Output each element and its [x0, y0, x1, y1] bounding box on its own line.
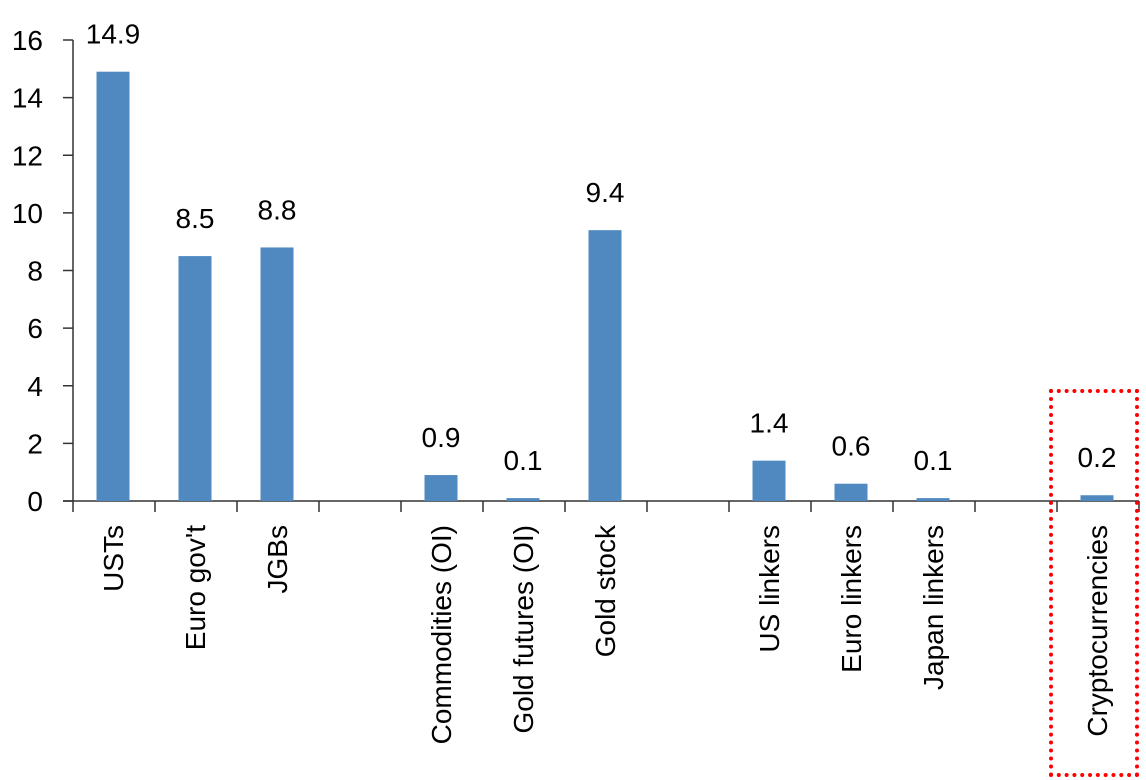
x-tick-label: Euro linkers [836, 525, 867, 673]
bar-euro-gov-t [178, 256, 212, 501]
highlight-box-cryptocurrencies [1049, 389, 1139, 777]
data-label: 1.4 [750, 408, 789, 439]
data-label: 0.2 [1078, 442, 1117, 473]
bar-euro-linkers [834, 483, 868, 501]
x-tick-label: US linkers [754, 525, 785, 653]
y-tick-label: 4 [27, 371, 43, 402]
bar-japan-linkers [916, 498, 950, 501]
y-tick-label: 0 [27, 486, 43, 517]
y-tick-label: 2 [27, 428, 43, 459]
y-tick-label: 16 [12, 25, 43, 56]
bar-usts [96, 71, 130, 501]
x-tick-label: Gold futures (OI) [508, 525, 539, 734]
x-tick-label: Cryptocurrencies [1082, 525, 1113, 737]
bar-commodities-oi- [424, 475, 458, 501]
y-tick-label: 10 [12, 198, 43, 229]
data-label: 0.1 [504, 445, 543, 476]
data-label: 0.1 [914, 445, 953, 476]
data-label: 8.5 [176, 203, 215, 234]
y-tick-label: 14 [12, 83, 43, 114]
x-tick-label: Gold stock [590, 524, 621, 657]
bar-gold-stock [588, 230, 622, 501]
x-tick-label: Commodities (OI) [426, 525, 457, 744]
bar-us-linkers [752, 460, 786, 501]
y-tick-label: 12 [12, 140, 43, 171]
x-tick-label: Japan linkers [918, 525, 949, 690]
data-label: 0.6 [832, 431, 871, 462]
y-tick-label: 8 [27, 256, 43, 287]
bar-cryptocurrencies [1080, 495, 1114, 501]
x-tick-label: USTs [98, 525, 129, 592]
x-tick-label: JGBs [262, 525, 293, 593]
data-label: 0.9 [422, 422, 461, 453]
x-tick-label: Euro gov't [180, 525, 211, 650]
data-label: 14.9 [86, 19, 141, 50]
data-label: 8.8 [258, 194, 297, 225]
bar-gold-futures-oi- [506, 498, 540, 501]
data-label: 9.4 [586, 177, 625, 208]
y-tick-label: 6 [27, 313, 43, 344]
bar-jgbs [260, 247, 294, 501]
